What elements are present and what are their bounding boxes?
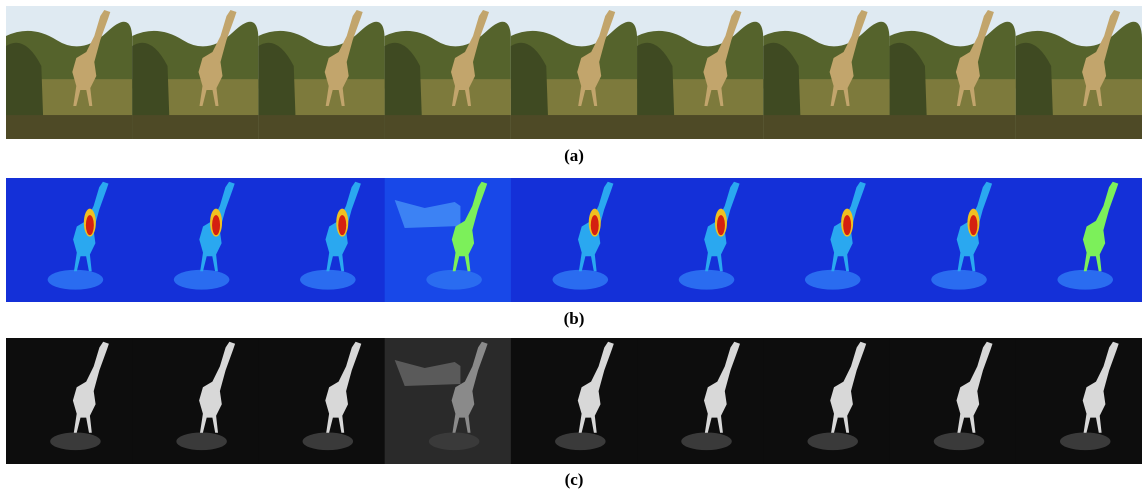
- heatmap-frame: [637, 178, 764, 302]
- grayscale-frame: [637, 338, 764, 464]
- giraffe-gray: [451, 341, 488, 433]
- rgb-frame: [510, 6, 638, 139]
- giraffe: [451, 10, 489, 106]
- heatmap-frame: [258, 178, 386, 302]
- giraffe-heat: [1082, 181, 1119, 272]
- giraffe-gray: [72, 341, 109, 433]
- heatmap-frame: [6, 178, 133, 302]
- heatmap-frame: [763, 178, 891, 302]
- grayscale-frame: [384, 338, 512, 464]
- heatmap-frame: [510, 178, 638, 302]
- giraffe: [72, 10, 111, 106]
- giraffe-gray: [830, 341, 867, 433]
- giraffe: [829, 10, 868, 106]
- grayscale-frame: [6, 338, 133, 464]
- grayscale-frame: [763, 338, 891, 464]
- giraffe-heat: [451, 181, 488, 272]
- grayscale-frame: [510, 338, 638, 464]
- grayscale-frames: [6, 338, 1142, 464]
- heatmap-frame: [132, 178, 259, 302]
- caption-b: (b): [563, 309, 585, 328]
- giraffe-gray: [1082, 341, 1119, 433]
- rgb-frame: [6, 6, 133, 139]
- caption-a: (a): [564, 146, 584, 165]
- rgb-frame: [637, 6, 764, 139]
- rgb-frames: [6, 6, 1142, 139]
- rgb-frame: [763, 6, 891, 139]
- rgb-frame: [258, 6, 386, 139]
- giraffe: [955, 10, 994, 106]
- heatmap-frame-strip: [6, 178, 1142, 302]
- giraffe-gray: [577, 341, 614, 433]
- caption-c: (c): [564, 470, 584, 489]
- giraffe: [703, 10, 742, 106]
- rgb-frame: [132, 6, 259, 139]
- giraffe-gray: [325, 341, 362, 433]
- rgb-frame: [1015, 6, 1142, 139]
- grayscale-frame: [1015, 338, 1142, 464]
- rgb-frame: [384, 6, 512, 139]
- heatmap-frame: [889, 178, 1017, 302]
- giraffe-gray: [704, 341, 740, 433]
- giraffe: [198, 10, 237, 106]
- grayscale-frame: [889, 338, 1017, 464]
- heatmap-frame: [1015, 178, 1142, 302]
- giraffe: [324, 10, 363, 106]
- grayscale-frame: [132, 338, 259, 464]
- rgb-frame: [889, 6, 1017, 139]
- grayscale-frame: [258, 338, 386, 464]
- giraffe-gray: [199, 341, 236, 433]
- heatmap-frames: [6, 178, 1142, 302]
- giraffe-gray: [956, 341, 993, 433]
- heatmap-frame: [384, 178, 512, 302]
- grayscale-frame-strip: [6, 338, 1142, 464]
- giraffe: [1082, 10, 1121, 106]
- giraffe: [577, 10, 616, 106]
- rgb-frame-strip: [6, 6, 1142, 139]
